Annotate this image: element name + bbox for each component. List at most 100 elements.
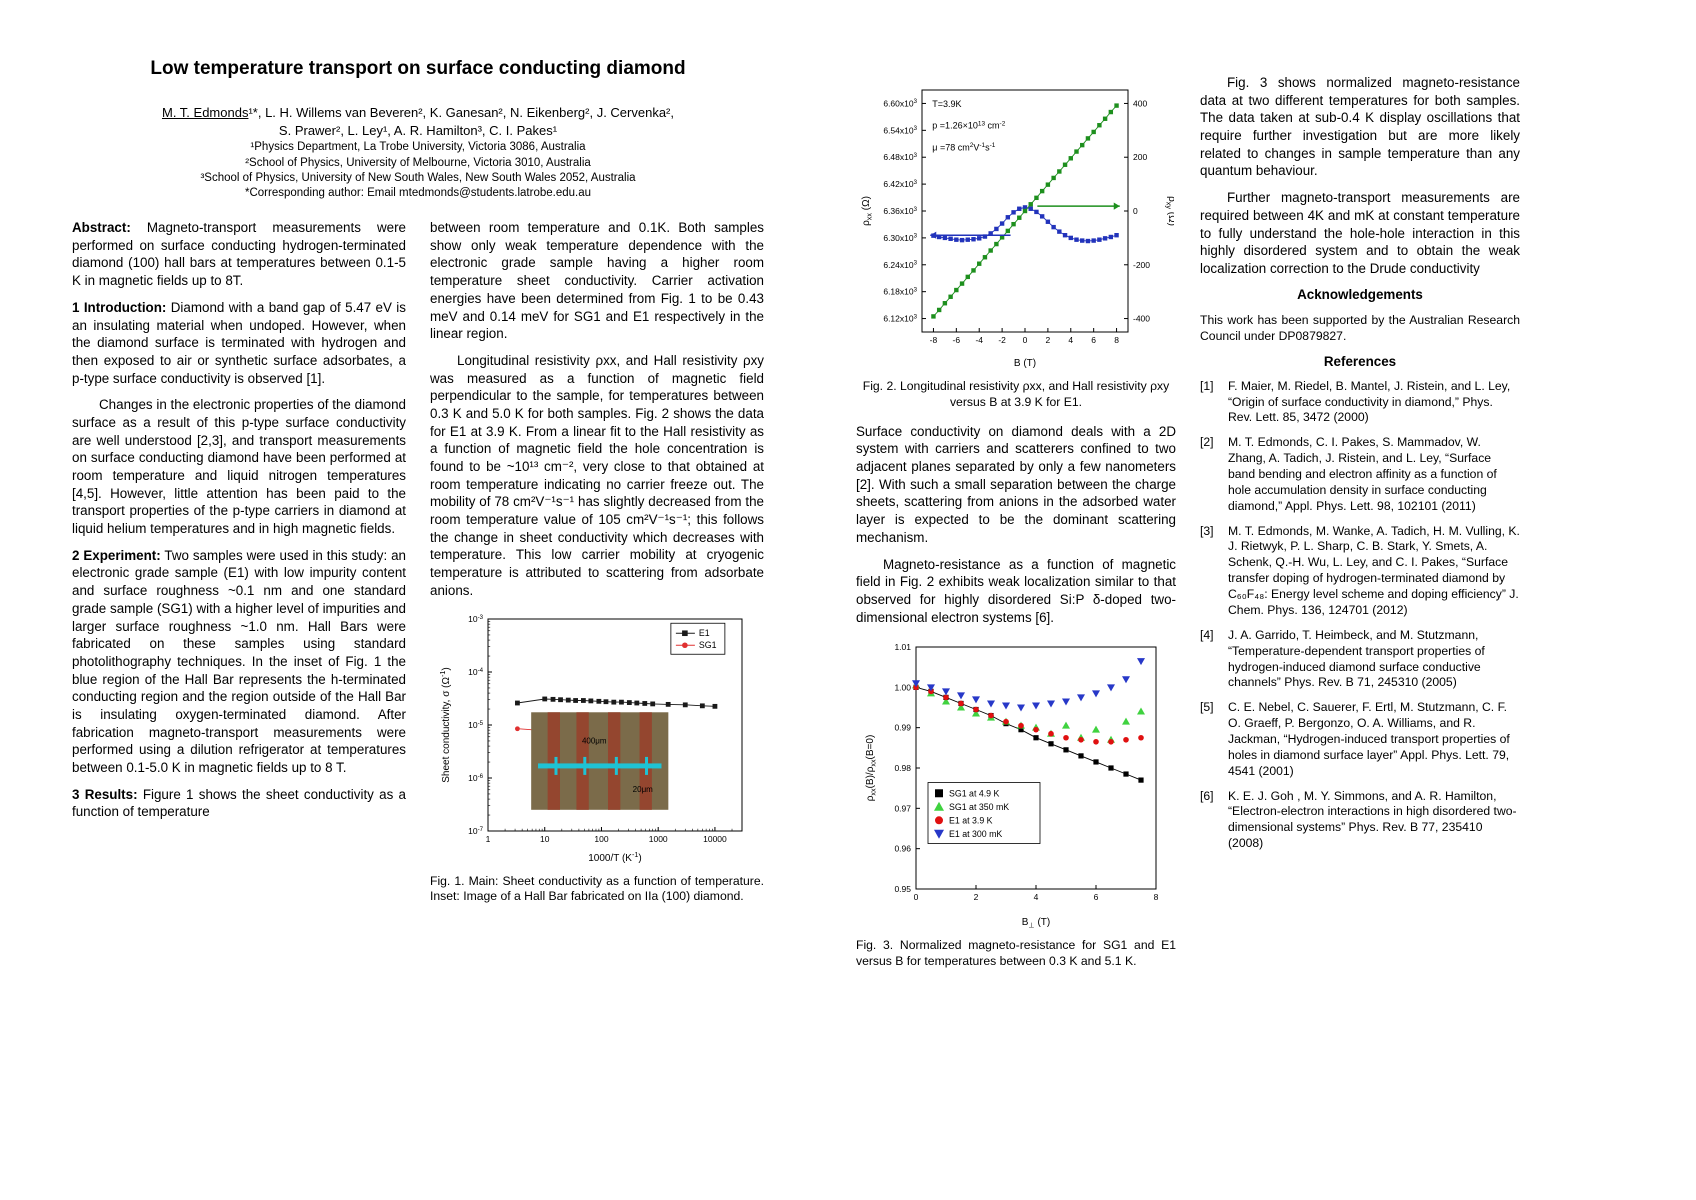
svg-text:6.30x103: 6.30x103 (883, 233, 917, 243)
fig1-caption: Fig. 1. Main: Sheet conductivity as a fu… (430, 873, 764, 904)
svg-text:6.18x103: 6.18x103 (883, 286, 917, 296)
svg-text:-6: -6 (953, 335, 961, 345)
svg-text:Sheet conductivity, σ (Ω-1): Sheet conductivity, σ (Ω-1) (438, 667, 452, 782)
results-paragraph: 3 Results: Figure 1 shows the sheet cond… (72, 786, 406, 820)
introduction-paragraph: 1 Introduction: Diamond with a band gap … (72, 299, 406, 386)
corresponding-author-line: *Corresponding author: Email mtedmonds@s… (244, 186, 591, 199)
svg-text:T=3.9K: T=3.9K (932, 99, 961, 109)
svg-text:400: 400 (1133, 98, 1147, 108)
svg-text:0.97: 0.97 (894, 804, 911, 814)
svg-text:10-7: 10-7 (468, 825, 484, 835)
paper-title: Low temperature transport on surface con… (150, 58, 686, 79)
svg-text:B⊥ (T): B⊥ (T) (1022, 917, 1050, 930)
fig3-caption: Fig. 3. Normalized magneto-resistance fo… (856, 938, 1176, 969)
svg-text:ρxx (Ω): ρxx (Ω) (861, 196, 874, 226)
svg-text:6.60x103: 6.60x103 (883, 98, 917, 108)
svg-text:1000: 1000 (649, 834, 668, 844)
right-page-columns: -8 -6 -4 -2 0 2 4 6 8 6.60x103 6.54x103 6.48x103 6.4… (856, 74, 1520, 982)
resistivity-paragraph: Longitudinal resistivity ρxx, and Hall r… (430, 352, 764, 598)
abstract-lead: Abstract: (72, 220, 131, 236)
svg-text:6.54x103: 6.54x103 (883, 125, 917, 135)
authors-rest: ¹*, L. H. Willems van Beveren², K. Ganes… (248, 105, 674, 120)
reference-number: [1] (1200, 378, 1214, 393)
reference-item: [1] F. Maier, M. Riedel, B. Mantel, J. Ri… (1200, 378, 1511, 425)
svg-text:400μm: 400μm (582, 736, 607, 745)
svg-text:SG1 at 350 mK: SG1 at 350 mK (949, 802, 1009, 812)
first-author: M. T. Edmonds (161, 105, 249, 120)
fig3-discussion-paragraph: Fig. 3 shows normalized magneto-resistan… (1200, 75, 1520, 179)
svg-text:20μm: 20μm (633, 785, 654, 794)
svg-text:B (T): B (T) (1014, 358, 1036, 369)
references-heading: References (1323, 353, 1397, 369)
svg-text:1000/T (K-1): 1000/T (K-1) (588, 850, 641, 864)
column-2: between room temperature and 0.1K. Both … (430, 219, 764, 917)
svg-text:SG1 at 4.9 K: SG1 at 4.9 K (949, 789, 999, 799)
svg-text:6.24x103: 6.24x103 (883, 260, 917, 270)
svg-text:200: 200 (1133, 152, 1147, 162)
affiliation-1: ¹Physics Department, La Trobe University… (250, 141, 586, 154)
svg-text:0: 0 (1023, 335, 1028, 345)
experiment-paragraph: 2 Experiment: Two samples were used in t… (72, 547, 406, 775)
svg-text:E1 at 3.9 K: E1 at 3.9 K (949, 816, 993, 826)
svg-text:8: 8 (1154, 892, 1159, 902)
column-3: -8 -6 -4 -2 0 2 4 6 8 6.60x103 6.54x103 6.48x103 6.4… (856, 74, 1177, 982)
abstract-paragraph: Abstract: Magneto-transport measurements… (72, 220, 406, 289)
svg-text:10-4: 10-4 (468, 666, 484, 676)
svg-text:1: 1 (486, 834, 491, 844)
reference-number: [4] (1200, 627, 1214, 642)
figure-3: 0 2 4 6 8 1.01 1.00 0.99 0.98 0.97 0.96 0.95 B⊥ (T) ρ… (856, 635, 1176, 936)
fig1-chart: 1 10 100 1000 10000 10-3 10-4 10-5 10-6 10-7 1000/… (438, 609, 756, 872)
author-line-2: S. Prawer², L. Ley¹, A. R. Hamilton³, C.… (278, 123, 558, 139)
figure-2: -8 -6 -4 -2 0 2 4 6 8 6.60x103 6.54x103 6.48x103 6.4… (856, 80, 1177, 377)
svg-text:p =1.26×1013 cm-2: p =1.26×1013 cm-2 (932, 120, 1005, 130)
svg-text:E1 at 300 mK: E1 at 300 mK (949, 829, 1002, 839)
acknowledgements-heading: Acknowledgements (1297, 286, 1423, 302)
svg-text:μ =78 cm2V-1s-1: μ =78 cm2V-1s-1 (932, 142, 995, 152)
svg-text:4: 4 (1034, 892, 1039, 902)
svg-text:0.96: 0.96 (894, 844, 911, 854)
svg-text:6: 6 (1091, 335, 1096, 345)
reference-number: [3] (1200, 523, 1214, 538)
column-4: Fig. 3 shows normalized magneto-resistan… (1200, 74, 1520, 982)
fig3-chart: 0 2 4 6 8 1.01 1.00 0.99 0.98 0.97 0.96 0.95 B⊥ (T) ρ… (862, 635, 1170, 936)
fig2-caption: Fig. 2. Longitudinal resistivity ρxx, an… (862, 379, 1170, 409)
svg-text:2: 2 (974, 892, 979, 902)
svg-text:-2: -2 (998, 335, 1006, 345)
reference-item: [3] M. T. Edmonds, M. Wanke, A. Tadich, H… (1200, 523, 1520, 617)
author-line-1: M. T. Edmonds¹*, L. H. Willems van Bever… (72, 104, 764, 122)
svg-text:0: 0 (914, 892, 919, 902)
fig2-chart: -8 -6 -4 -2 0 2 4 6 8 6.60x103 6.54x103 6.48x103 6.4… (858, 80, 1177, 377)
reference-number: [5] (1200, 700, 1214, 715)
svg-text:E1: E1 (699, 628, 710, 638)
svg-text:10-6: 10-6 (468, 772, 484, 782)
svg-text:4: 4 (1068, 335, 1073, 345)
svg-text:10: 10 (540, 834, 550, 844)
svg-text:2: 2 (1046, 335, 1051, 345)
affiliation-2: ²School of Physics, University of Melbou… (245, 156, 591, 169)
svg-text:0.95: 0.95 (894, 884, 911, 894)
svg-text:-400: -400 (1133, 314, 1150, 324)
svg-text:100: 100 (594, 834, 608, 844)
svg-text:1.00: 1.00 (894, 683, 911, 693)
page-right: -8 -6 -4 -2 0 2 4 6 8 6.60x103 6.54x103 6.48x103 6.4… (856, 56, 1520, 982)
svg-text:SG1: SG1 (699, 640, 717, 650)
affiliation-3: ³School of Physics, University of New So… (200, 171, 636, 184)
further-measurements-paragraph: Further magneto-transport measurements a… (1200, 190, 1520, 276)
svg-text:6.36x103: 6.36x103 (883, 206, 917, 216)
svg-text:-200: -200 (1133, 260, 1150, 270)
magnetoresistance-paragraph: Magneto-resistance as a function of magn… (856, 556, 1176, 625)
reference-item: [5] C. E. Nebel, C. Sauerer, F. Ertl, M. … (1200, 700, 1510, 778)
svg-text:10-5: 10-5 (468, 719, 484, 729)
svg-text:10000: 10000 (703, 834, 727, 844)
acknowledgements-text: This work has been supported by the Aust… (1200, 312, 1520, 343)
svg-text:1.01: 1.01 (894, 642, 911, 652)
reference-number: [2] (1200, 435, 1214, 450)
experiment-lead: 2 Experiment: (72, 547, 161, 563)
svg-text:-8: -8 (930, 335, 938, 345)
svg-text:ρxx(B)/ρxx(B=0): ρxx(B)/ρxx(B=0) (865, 735, 878, 802)
svg-text:6: 6 (1094, 892, 1099, 902)
reference-item: [6] K. E. J. Goh , M. Y. Simmons, and A. … (1200, 788, 1517, 851)
svg-text:0.98: 0.98 (894, 763, 911, 773)
svg-text:6.42x103: 6.42x103 (883, 179, 917, 189)
page-left: Low temperature transport on surface con… (72, 58, 764, 917)
